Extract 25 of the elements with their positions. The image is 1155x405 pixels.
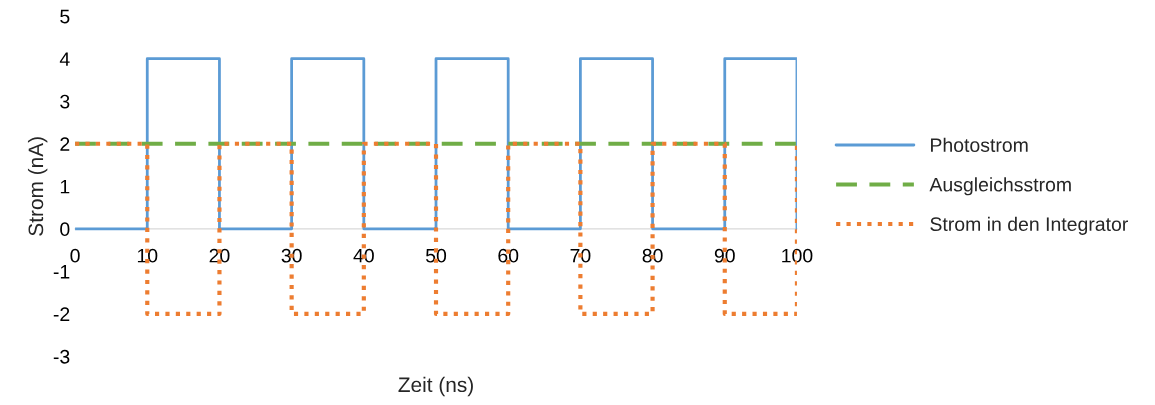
x-tick-label: 50 — [425, 248, 447, 263]
legend-label: Photostrom — [931, 137, 1028, 152]
y-tick-label: 1 — [60, 179, 70, 194]
x-tick-label: 30 — [281, 248, 302, 263]
x-tick-label: 20 — [209, 248, 230, 263]
y-tick-label: 5 — [60, 9, 70, 24]
x-tick-label: 100 — [782, 248, 813, 263]
y-tick-label: -1 — [53, 265, 70, 279]
x-tick-label: 40 — [353, 248, 374, 263]
legend-label: Strom in den Integrator — [930, 216, 1128, 235]
x-tick-label: 80 — [642, 248, 663, 263]
x-tick-label: 70 — [570, 248, 591, 263]
x-axis-title: Zeit (ns) — [398, 376, 473, 397]
y-tick-label: -2 — [53, 307, 70, 321]
y-axis-title: Strom (nA) — [27, 137, 48, 236]
y-tick-label: 0 — [60, 222, 70, 237]
x-tick-label: 0 — [70, 248, 80, 263]
legend-label: Ausgleichsstrom — [929, 177, 1071, 196]
y-tick-label: 2 — [60, 137, 70, 151]
x-tick-label: 90 — [714, 248, 735, 263]
y-tick-label: 3 — [60, 94, 70, 109]
y-tick-label: 4 — [59, 52, 70, 66]
x-tick-label: 10 — [137, 248, 158, 263]
x-tick-label: 60 — [498, 248, 519, 263]
y-tick-label: -3 — [53, 349, 70, 364]
